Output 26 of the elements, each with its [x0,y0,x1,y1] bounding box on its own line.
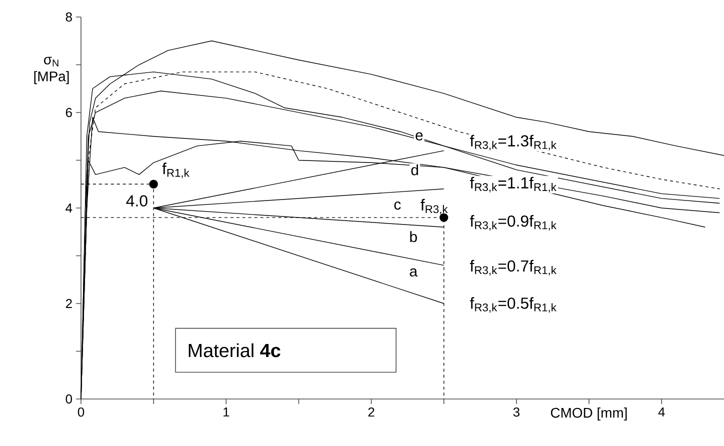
annotation: f$_{R3,k}$=0.5f$_{R1,k}$ [470,297,556,313]
x-tick-label: 1 [224,408,230,416]
x-tick-label: 3 [513,407,520,417]
annotation: Material 4c [188,343,280,358]
annotation: 4.0 [126,195,148,206]
x-tick-label: 4 [658,408,665,416]
y-tick-label: 2 [66,298,72,308]
annotation: e [416,132,423,140]
y-tick-label: 6 [66,108,72,118]
y-tick-label: 0 [66,394,72,404]
annotation: d [411,164,418,176]
x-tick-label: 0 [78,407,84,417]
annotation: f$_{R1,k}$ [162,162,190,178]
annotation: b [410,231,417,242]
y-tick-label: 8 [66,12,72,22]
annotation: f$_{R3,k}$ [420,198,448,214]
annotation: f$_{R3,k}$=1.1f$_{R1,k}$ [470,176,556,192]
x-tick-label: 2 [368,407,374,417]
y-tick-label: 4 [66,204,72,212]
annotation: f$_{R3,k}$=0.7f$_{R1,k}$ [470,260,556,276]
annotation: f$_{R3,k}$=0.9f$_{R1,k}$ [470,215,556,231]
y-axis-title: σ$_{N}$ [MPa] [34,56,69,84]
annotation: a [410,268,418,277]
x-axis-title: CMOD [mm] [550,408,627,420]
annotation: c [394,202,401,210]
annotation: f$_{R3,k}$=1.3f$_{R1,k}$ [470,134,556,150]
